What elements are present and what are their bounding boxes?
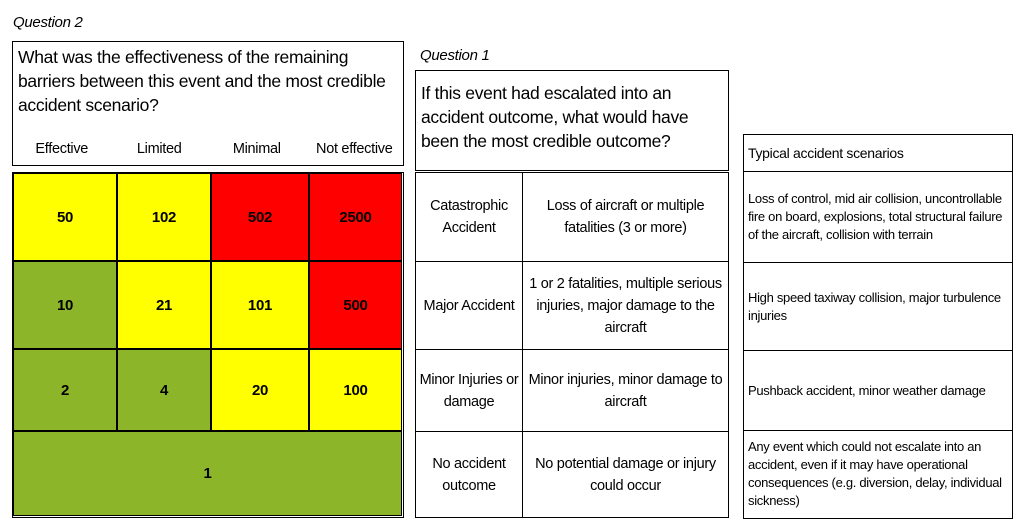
outcome-category: No accident outcome bbox=[416, 432, 523, 517]
question-1-text: If this event had escalated into an acci… bbox=[415, 70, 729, 171]
outcome-description: Loss of aircraft or multiple fatalities … bbox=[546, 198, 705, 236]
matrix-cell: 10 bbox=[13, 261, 117, 349]
outcome-table: Catastrophic Accident Loss of aircraft o… bbox=[415, 172, 729, 518]
outcome-row: No accident outcome No potential damage … bbox=[416, 431, 728, 517]
outcome-description: Minor injuries, minor damage to aircraft bbox=[528, 372, 723, 410]
matrix-cell: 20 bbox=[211, 349, 309, 431]
matrix-cell: 50 bbox=[13, 173, 117, 261]
column-header-minimal: Minimal bbox=[232, 140, 281, 157]
scenario-row: Pushback accident, minor weather damage bbox=[744, 351, 1012, 431]
question-1-label: Question 1 bbox=[420, 47, 490, 64]
matrix-cell: 2500 bbox=[309, 173, 402, 261]
matrix-cell: 21 bbox=[117, 261, 211, 349]
matrix-cell: 102 bbox=[117, 173, 211, 261]
question-2-text: What was the effectiveness of the remain… bbox=[12, 41, 404, 133]
scenario-text: Any event which could not escalate into … bbox=[748, 439, 1002, 508]
outcome-row: Minor Injuries or damage Minor injuries,… bbox=[416, 349, 728, 432]
risk-matrix: 50 102 502 2500 10 21 101 500 2 4 20 100… bbox=[12, 172, 404, 518]
outcome-category: Major Accident bbox=[416, 262, 523, 350]
outcome-category: Catastrophic Accident bbox=[416, 173, 523, 261]
column-header-effective: Effective bbox=[35, 140, 89, 157]
scenario-row: Loss of control, mid air collision, unco… bbox=[744, 172, 1012, 263]
effectiveness-header-row: Effective Limited Minimal Not effective bbox=[12, 132, 404, 166]
matrix-cell: 4 bbox=[117, 349, 211, 431]
scenario-text: Loss of control, mid air collision, unco… bbox=[748, 191, 1003, 242]
matrix-cell: 2 bbox=[13, 349, 117, 431]
scenario-text: High speed taxiway collision, major turb… bbox=[748, 289, 1001, 323]
scenarios-header: Typical accident scenarios bbox=[744, 135, 1012, 172]
outcome-description: 1 or 2 fatalities, multiple serious inju… bbox=[529, 276, 722, 336]
scenarios-table: Typical accident scenarios Loss of contr… bbox=[743, 134, 1013, 519]
scenario-text: Pushback accident, minor weather damage bbox=[748, 382, 986, 398]
scenario-row: High speed taxiway collision, major turb… bbox=[744, 263, 1012, 351]
outcome-row: Major Accident 1 or 2 fatalities, multip… bbox=[416, 261, 728, 350]
scenarios-header-text: Typical accident scenarios bbox=[748, 145, 904, 161]
outcome-category: Minor Injuries or damage bbox=[416, 350, 523, 432]
column-header-not-effective: Not effective bbox=[316, 140, 393, 157]
matrix-cell: 100 bbox=[309, 349, 402, 431]
question-2-label: Question 2 bbox=[13, 14, 83, 31]
column-header-limited: Limited bbox=[136, 140, 182, 157]
matrix-cell: 502 bbox=[211, 173, 309, 261]
matrix-cell: 500 bbox=[309, 261, 402, 349]
matrix-cell-no-outcome: 1 bbox=[13, 431, 402, 516]
matrix-cell: 101 bbox=[211, 261, 309, 349]
scenario-row: Any event which could not escalate into … bbox=[744, 431, 1012, 517]
outcome-description: No potential damage or injury could occu… bbox=[535, 455, 716, 494]
outcome-row: Catastrophic Accident Loss of aircraft o… bbox=[416, 173, 728, 261]
